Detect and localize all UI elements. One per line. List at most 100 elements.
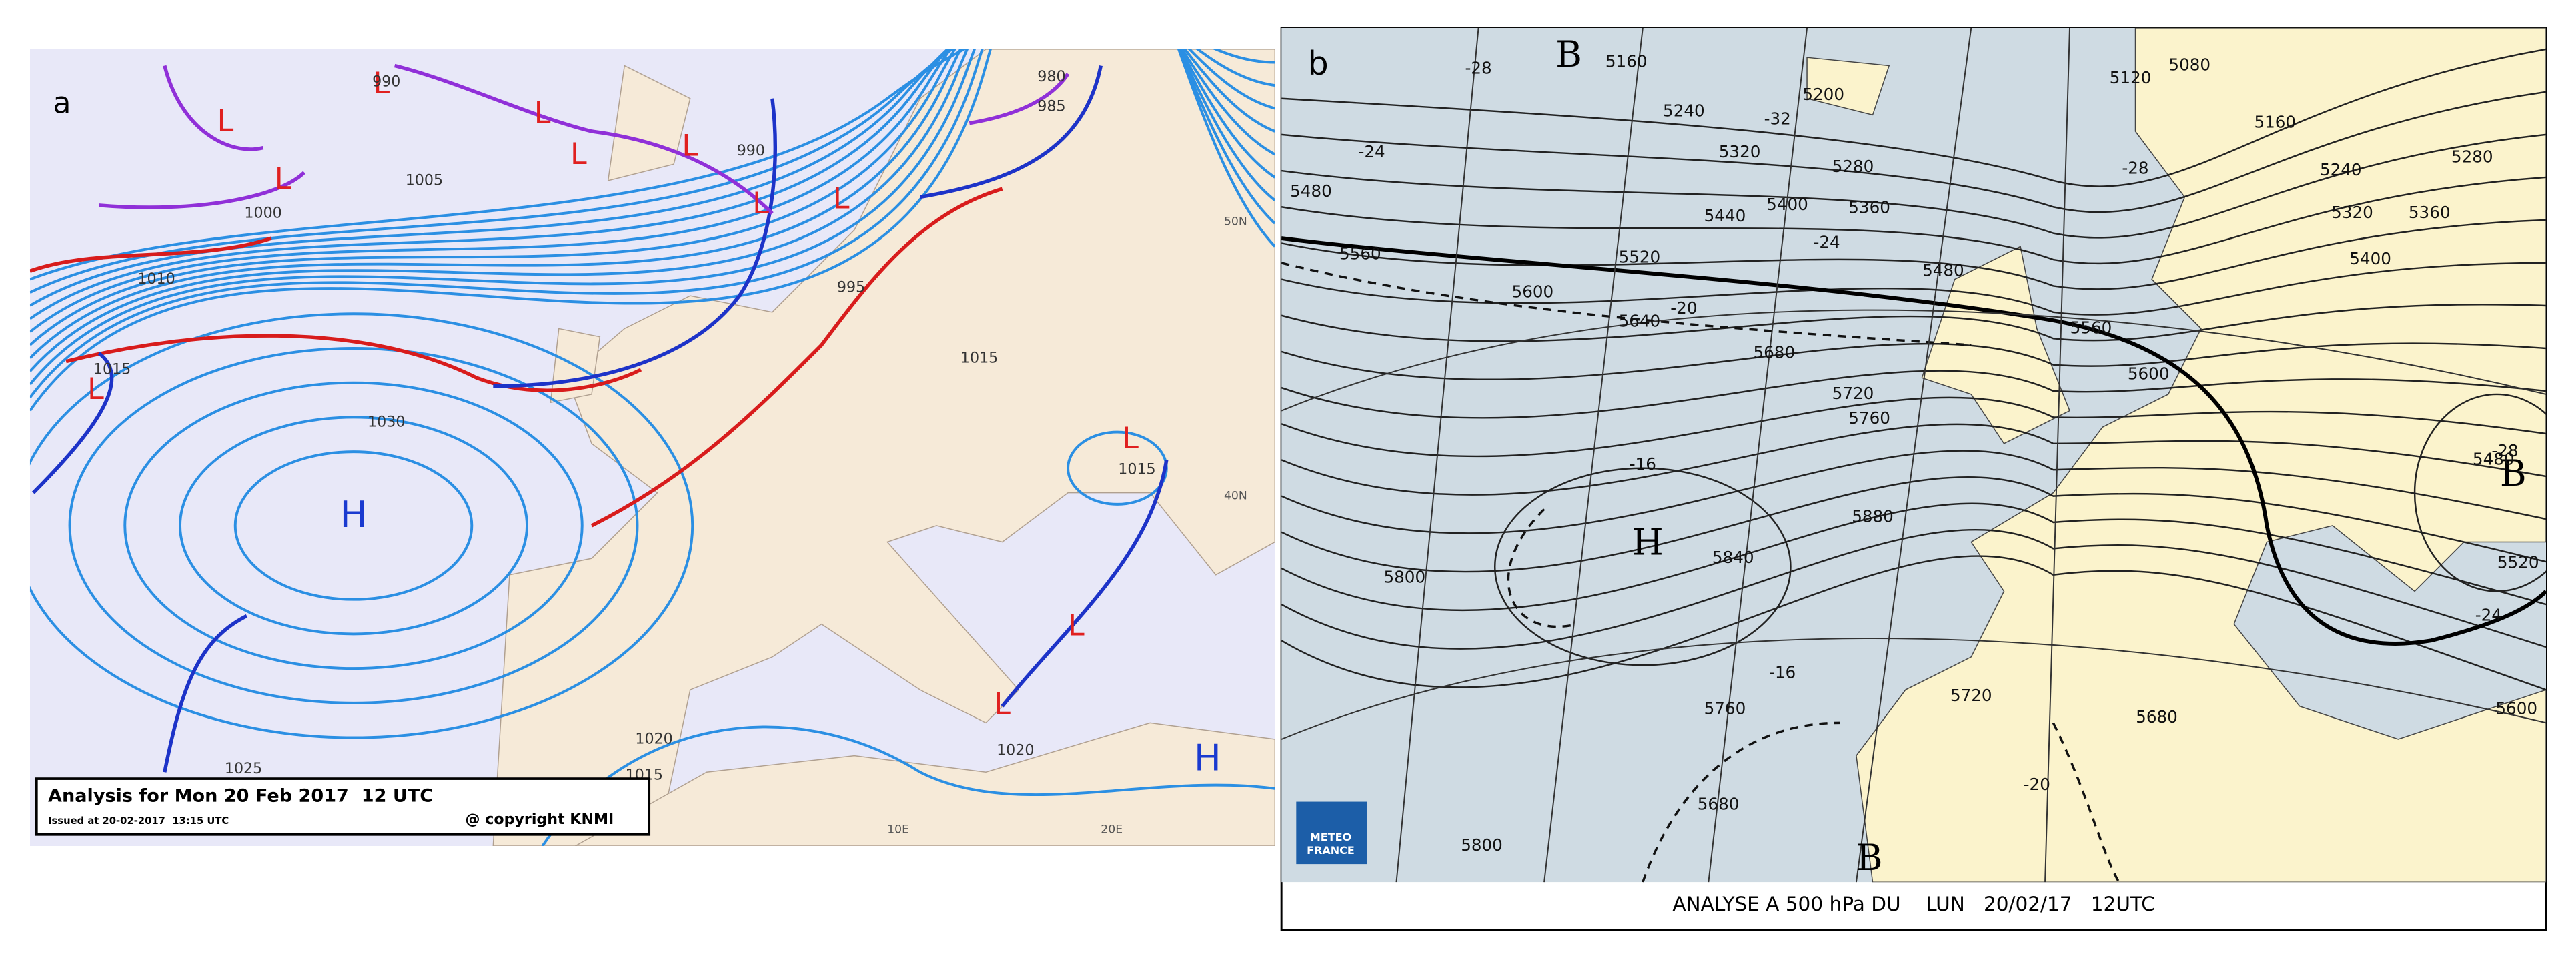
geopotential-label: 5400 [1766,195,1808,214]
geopotential-label: 5600 [2128,364,2170,383]
contour [1281,396,2547,458]
occluded-front [99,63,1070,215]
isobar [68,347,639,704]
isobar-label: 1015 [1118,461,1155,478]
temperature-label: -16 [1630,454,1656,474]
cold-front [31,98,778,494]
isobar-label: 1010 [137,270,175,288]
geopotential-label: 5480 [1922,260,1964,280]
geopotential-label: 5360 [2409,203,2451,222]
isobar-label: 985 [1037,98,1065,115]
temperature-label: -28 [2122,159,2148,178]
graticule [1281,27,2547,883]
isobar-label: 990 [737,142,765,159]
isobar [29,49,967,281]
system-marker: H [1632,521,1664,563]
geopotential-label: 5240 [1663,101,1705,120]
isobar [29,49,1275,346]
contour [1281,262,2547,316]
geopotential-label: 5280 [1832,157,1874,176]
panel-letter: a [53,87,71,121]
panel-letter: b [1308,44,1329,83]
temperature-label: -28 [2491,441,2518,460]
contour [1281,176,2547,265]
geopotential-label: 5160 [1605,52,1648,71]
temperature-label: -28 [1465,58,1492,77]
isobar-label: 990 [372,73,400,91]
caption-box [35,777,651,836]
land [550,65,691,404]
warm-front [29,236,272,273]
geopotential-label: 5400 [2349,249,2391,268]
parallel [1281,638,2547,740]
caption: ANALYSE A 500 hPa DU LUN 20/02/17 12UTC [1672,893,2155,915]
contour [1281,555,2547,691]
meridian [1395,27,1479,883]
caption-title: Analysis for Mon 20 Feb 2017 12 UTC [48,786,433,807]
low-pressure-marker: L [217,105,234,139]
contour [1281,48,2547,187]
warm-front [65,334,642,392]
panel-b-map: b B H B B 5160 5240 5200 5120 5080 5160 5320 5280 524… [1281,27,2547,883]
low-pressure-marker: L [682,129,698,163]
contour [1281,304,2547,342]
contour [1281,423,2547,496]
geopotential-label: 5800 [1461,835,1503,855]
isobar [233,450,474,601]
cold-front [163,65,1169,773]
meridian [2044,27,2070,883]
longitude-label: 10E [887,823,909,836]
contour [1281,342,2547,380]
logo-text: FRANCE [1307,844,1355,857]
isobar [29,49,1275,307]
contour [1281,133,2547,239]
geopotential-label: 5080 [2168,55,2210,74]
geopotential-label: 5160 [2254,113,2296,132]
low-pressure-marker: L [534,96,551,130]
geopotential-label: 5760 [1848,408,1890,428]
isobar [29,49,954,294]
temperature-label: -24 [1358,142,1385,161]
geopotential-label: 5520 [2497,553,2539,572]
geopotential-label: 5720 [1832,384,1874,403]
geopotential-label: 5680 [1753,342,1795,362]
latitude-label: 40N [1224,490,1247,503]
geopotential-label: 5240 [2320,160,2362,179]
low-pressure-marker: L [994,688,1011,722]
longitude-label: 20E [1101,823,1123,836]
contour [1281,529,2547,650]
geopotential-label: 5640 [1619,312,1661,331]
isobar-label: 1000 [244,205,281,222]
caption-issued: Issued at 20-02-2017 13:15 UTC [48,815,229,827]
contour [1281,476,2547,573]
system-marker: B [2500,452,2527,494]
land [1806,57,2070,444]
isobar-label: 995 [837,278,865,296]
isobar-label: 1005 [406,171,443,189]
isobar-label: 1015 [960,349,998,366]
caption-copyright: @ copyright KNMI [465,811,614,828]
temperature-label: -20 [2024,775,2050,794]
contour [1281,450,2547,534]
land [574,722,1275,847]
isobar [29,49,1275,320]
low-pressure-marker: L [374,67,390,101]
low-pressure-marker: L [1122,422,1139,456]
isobar-label: 1025 [225,760,262,777]
system-marker: B [1555,33,1582,75]
low-pressure-marker: L [275,162,291,196]
geopotential-label: 5600 [1512,282,1554,301]
high-pressure-marker: H [340,494,368,536]
meridian [1708,27,1808,883]
geopotential-label: 5800 [1383,568,1425,587]
low-pressure-marker: L [87,372,104,406]
high-pressure-marker: H [1194,737,1221,779]
temperature-label: -24 [2475,605,2502,624]
isobar [29,312,694,739]
low-pressure-marker: L [1068,609,1085,643]
temperature-label: -32 [1764,109,1791,129]
geopotential-label: 5320 [2331,203,2373,222]
temperature-label: -24 [1813,232,1840,252]
contour [1281,91,2547,213]
